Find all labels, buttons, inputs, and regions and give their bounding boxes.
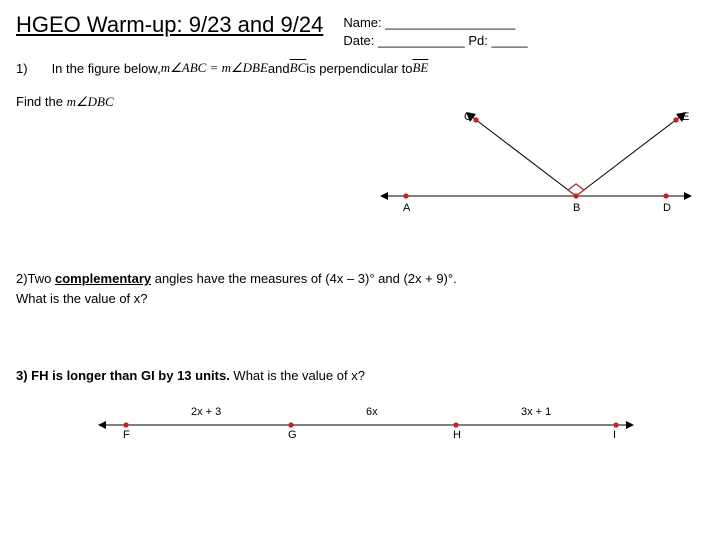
- question-2: 2)Two complementary angles have the meas…: [16, 269, 704, 308]
- date-line: Date: ____________ Pd: _____: [343, 32, 527, 50]
- question-3: 3) FH is longer than GI by 13 units. Wha…: [16, 368, 704, 383]
- seg-hi-label: 3x + 1: [521, 406, 551, 418]
- q1-lead: In the figure below,: [52, 61, 161, 76]
- q1-diagram-svg: A B D C E: [376, 106, 696, 226]
- name-line: Name: __________________: [343, 14, 527, 32]
- q1-segment-bc: BC: [290, 60, 307, 76]
- point-c: [473, 118, 478, 123]
- q3-diagram-svg: F G H I 2x + 3 6x 3x + 1: [96, 395, 636, 439]
- point-b: [573, 194, 578, 199]
- name-date-block: Name: __________________ Date: _________…: [343, 14, 527, 50]
- arrow-right-icon: [684, 192, 692, 200]
- q2-complementary: complementary: [55, 271, 151, 286]
- q2-text-a: 2)Two: [16, 271, 55, 286]
- q1-expr: m∠ABC = m∠DBE: [161, 60, 268, 76]
- label-h: H: [453, 429, 461, 439]
- q2-text-c: What is the value of x?: [16, 291, 148, 306]
- point-f: [123, 423, 128, 428]
- header-row: HGEO Warm-up: 9/23 and 9/24 Name: ______…: [16, 12, 704, 50]
- point-g: [288, 423, 293, 428]
- q1-number: 1): [16, 61, 28, 76]
- q2-text-b: angles have the measures of (4x – 3)° an…: [151, 271, 457, 286]
- point-d: [663, 194, 668, 199]
- q1-and: and: [268, 61, 290, 76]
- perpendicular-box-icon: [568, 184, 584, 190]
- line-be: [576, 116, 681, 196]
- point-e: [673, 118, 678, 123]
- label-b: B: [573, 202, 580, 214]
- label-a: A: [403, 202, 411, 214]
- label-g: G: [288, 429, 297, 439]
- point-a: [403, 194, 408, 199]
- label-f: F: [123, 429, 130, 439]
- q1-find-lead: Find the: [16, 94, 67, 109]
- arrow-i-icon: [626, 421, 634, 429]
- label-c: C: [464, 111, 472, 123]
- q1-mid: is perpendicular to: [306, 61, 412, 76]
- q3-figure: F G H I 2x + 3 6x 3x + 1: [96, 395, 704, 442]
- arrow-f-icon: [98, 421, 106, 429]
- label-d: D: [663, 202, 671, 214]
- point-h: [453, 423, 458, 428]
- q1-figure: A B D C E: [376, 106, 704, 229]
- q1-find-expr: m∠DBC: [67, 94, 114, 109]
- arrow-left-icon: [380, 192, 388, 200]
- seg-gh-label: 6x: [366, 406, 378, 418]
- q1-segment-be: BE: [412, 60, 428, 76]
- page-title: HGEO Warm-up: 9/23 and 9/24: [16, 12, 323, 38]
- question-1-line: 1) In the figure below, m∠ABC = m∠DBE an…: [16, 60, 704, 76]
- point-i: [613, 423, 618, 428]
- line-bc: [471, 116, 576, 196]
- q3-tail: What is the value of x?: [230, 368, 365, 383]
- label-e: E: [682, 111, 689, 123]
- q3-bold: 3) FH is longer than GI by 13 units.: [16, 368, 230, 383]
- seg-fg-label: 2x + 3: [191, 406, 221, 418]
- label-i: I: [613, 429, 616, 439]
